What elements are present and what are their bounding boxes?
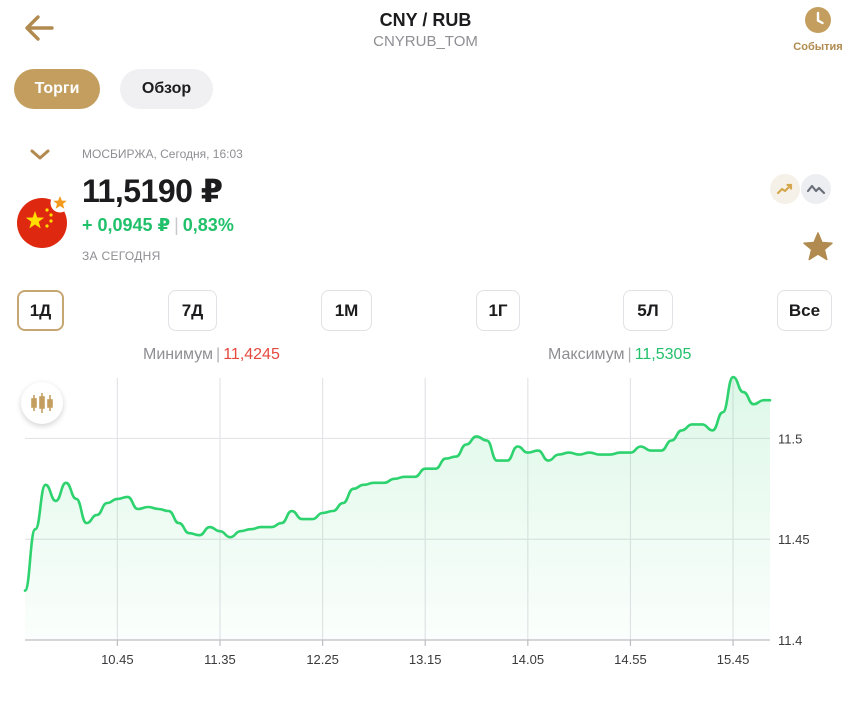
tab-overview[interactable]: Обзор: [120, 69, 213, 109]
back-button[interactable]: [22, 12, 56, 44]
x-axis-tick-label: 12.25: [306, 652, 339, 667]
stat-maximum: Максимум | 11,5305: [548, 346, 691, 364]
chart-line: [23, 375, 772, 592]
collapse-button[interactable]: [29, 148, 51, 162]
events-button[interactable]: События: [789, 6, 847, 53]
period-7d-button[interactable]: 7Д: [168, 290, 217, 331]
exchange-time: МОСБИРЖА, Сегодня, 16:03: [82, 147, 243, 161]
favorite-button[interactable]: [802, 231, 834, 263]
period-1y-button[interactable]: 1Г: [476, 290, 520, 331]
events-label: События: [793, 41, 843, 53]
price-change: + 0,0945 ₽ | 0,83%: [82, 215, 234, 236]
stat-minimum: Минимум | 11,4245: [143, 346, 280, 364]
candlestick-icon: [31, 393, 53, 413]
min-value: 11,4245: [223, 346, 280, 363]
min-divider: |: [216, 346, 221, 363]
x-axis-tick-label: 10.45: [101, 652, 134, 667]
change-divider: |: [174, 215, 179, 235]
min-label: Минимум: [143, 346, 214, 363]
max-value: 11,5305: [634, 346, 692, 363]
period-5y-button[interactable]: 5Л: [623, 290, 673, 331]
chart-type-area-button[interactable]: [770, 174, 800, 204]
period-1d-button[interactable]: 1Д: [17, 290, 64, 331]
back-arrow-icon: [25, 15, 54, 41]
period-all-button[interactable]: Все: [777, 290, 832, 331]
period-1m-button[interactable]: 1М: [321, 290, 372, 331]
candlestick-toggle-button[interactable]: [21, 382, 63, 424]
change-percent: 0,83%: [182, 215, 234, 235]
page-title: CNY / RUB: [379, 10, 472, 30]
y-axis-tick-label: 11.4: [778, 633, 802, 648]
x-axis-tick-label: 14.55: [614, 652, 647, 667]
x-axis-tick-label: 15.45: [717, 652, 750, 667]
chart-area: [25, 377, 770, 640]
chart-type-line-button[interactable]: [801, 174, 831, 204]
tab-trading[interactable]: Торги: [14, 69, 100, 109]
area-chart-icon: [776, 183, 793, 195]
current-price: 11,5190 ₽: [82, 173, 223, 209]
clock-icon: [805, 7, 831, 33]
chevron-down-icon: [30, 149, 50, 160]
x-axis-tick-label: 14.05: [512, 652, 545, 667]
x-axis-tick-label: 13.15: [409, 652, 442, 667]
ticker-code: CNYRUB_TOM: [373, 33, 478, 50]
max-divider: |: [627, 346, 632, 363]
x-axis-tick-label: 11.35: [204, 652, 236, 667]
chart-y-axis-labels: 11.4 11.45 11.5: [778, 431, 810, 648]
line-chart-icon: [806, 184, 826, 195]
chart-x-axis-labels: 10.45 11.35 12.25 13.15 14.05 14.55 15.45: [101, 652, 749, 667]
favorite-badge: [50, 193, 70, 213]
star-badge-icon: [50, 193, 70, 213]
period-label: ЗА СЕГОДНЯ: [82, 249, 161, 263]
chart-points: [24, 376, 771, 591]
max-label: Максимум: [548, 346, 625, 363]
change-absolute: + 0,0945 ₽: [82, 215, 171, 235]
y-axis-tick-label: 11.45: [778, 532, 810, 547]
star-icon: [803, 232, 833, 261]
y-axis-tick-label: 11.5: [778, 431, 802, 446]
price-chart[interactable]: 10.45 11.35 12.25 13.15 14.05 14.55 15.45 11.4…: [0, 370, 851, 670]
chart-x-axis-ticks: [116, 640, 734, 646]
